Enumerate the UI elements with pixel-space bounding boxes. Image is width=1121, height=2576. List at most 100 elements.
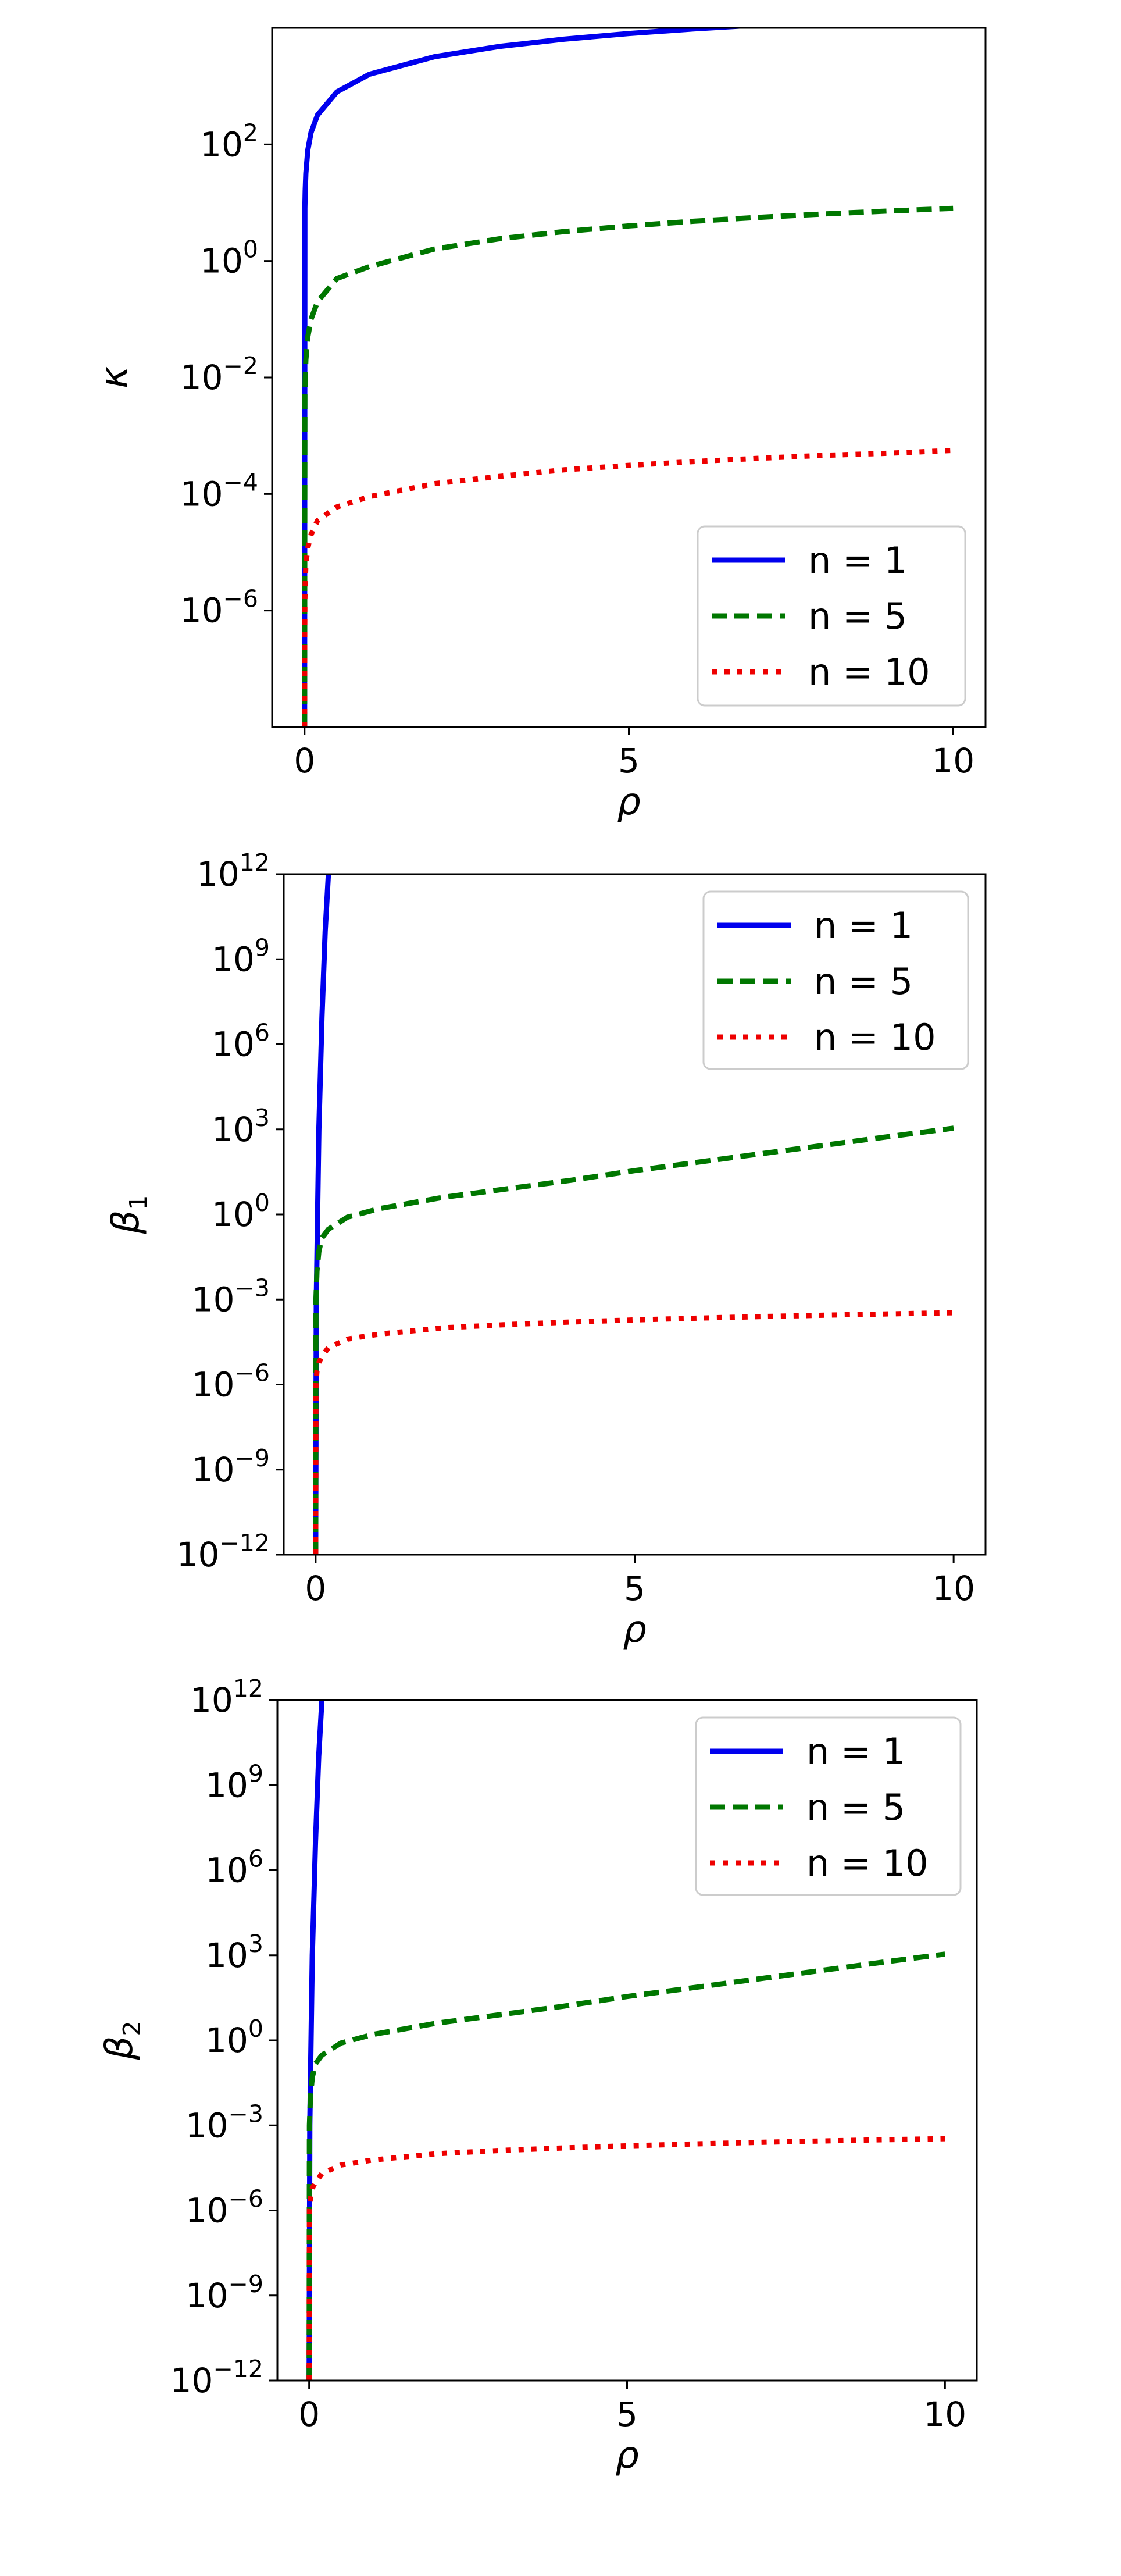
y-tick-exponent: 6 <box>255 1019 270 1047</box>
y-tick-exponent: −12 <box>219 1529 270 1557</box>
y-tick-base: 10 <box>212 939 255 979</box>
y-tick-label: 103 <box>205 1930 263 1975</box>
y-tick-exponent: 6 <box>248 1845 263 1873</box>
y-tick-exponent: −2 <box>223 352 258 380</box>
series-line-n-5 <box>313 1125 954 1555</box>
y-tick-base: 10 <box>192 1450 235 1490</box>
chart-panel-2: 0 5 1010−1210−910−610−31001031061091012ρβ1… <box>105 849 987 1651</box>
y-tick-label: 100 <box>212 1189 270 1234</box>
y-tick-label: 109 <box>212 934 270 979</box>
x-tick-label: 0 <box>298 2395 320 2434</box>
x-tick-label: 5 <box>618 741 640 781</box>
legend-entry-label: n = 1 <box>808 539 907 582</box>
series-line-n-5 <box>302 205 954 727</box>
y-tick-base: 10 <box>190 1680 233 1720</box>
y-tick-label: 10−12 <box>170 2355 263 2400</box>
y-tick-exponent: 9 <box>255 934 270 961</box>
x-tick-label: 0 <box>305 1569 326 1608</box>
y-tick-exponent: −6 <box>223 585 258 613</box>
y-tick-exponent: 0 <box>255 1189 270 1217</box>
legend-entry-label: n = 10 <box>814 1016 936 1059</box>
y-tick-base: 10 <box>185 2276 229 2315</box>
y-tick-base: 10 <box>212 1110 255 1149</box>
y-tick-base: 10 <box>170 2361 213 2400</box>
y-tick-exponent: 0 <box>248 2015 263 2043</box>
x-tick-label: 5 <box>616 2395 638 2434</box>
x-axis-label: ρ <box>615 2434 639 2477</box>
y-tick-label: 10−2 <box>180 352 258 397</box>
y-axis-label-subscript: 1 <box>124 1195 152 1210</box>
y-tick-base: 10 <box>177 1535 220 1574</box>
y-tick-exponent: 3 <box>255 1104 270 1132</box>
y-axis-label: κ <box>93 366 136 389</box>
x-tick-label: 5 <box>624 1569 645 1608</box>
series-line-n-10 <box>306 2136 945 2381</box>
y-tick-label: 10−9 <box>185 2270 263 2315</box>
y-tick-base: 10 <box>180 474 223 514</box>
y-tick-base: 10 <box>212 1025 255 1064</box>
y-tick-label: 10−9 <box>192 1444 270 1490</box>
y-tick-exponent: 9 <box>248 1759 263 1787</box>
x-tick-label: 10 <box>931 741 974 781</box>
y-tick-label: 103 <box>212 1104 270 1149</box>
y-tick-label: 106 <box>212 1019 270 1064</box>
y-tick-exponent: −3 <box>229 2100 263 2128</box>
legend-entry-label: n = 1 <box>814 904 913 947</box>
y-axis-label-symbol: β <box>105 1210 148 1235</box>
y-tick-base: 10 <box>197 854 240 894</box>
y-axis-label: β2 <box>98 2021 146 2061</box>
y-tick-label: 100 <box>205 2015 263 2060</box>
x-tick-label: 10 <box>923 2395 966 2434</box>
y-tick-label: 109 <box>205 1759 263 1805</box>
y-tick-label: 100 <box>200 236 258 281</box>
y-tick-exponent: 3 <box>248 1930 263 1958</box>
series-line-n-10 <box>302 447 954 727</box>
y-tick-label: 10−3 <box>185 2100 263 2145</box>
legend: n = 1 n = 5 n = 10 <box>695 1716 962 1896</box>
y-tick-label: 106 <box>205 1845 263 1890</box>
y-tick-exponent: 12 <box>240 849 270 877</box>
y-tick-base: 10 <box>205 2021 248 2060</box>
y-axis-label: β1 <box>105 1195 152 1235</box>
y-tick-base: 10 <box>205 1851 248 1890</box>
y-tick-base: 10 <box>185 2191 229 2231</box>
y-tick-exponent: −9 <box>235 1444 270 1472</box>
y-tick-base: 10 <box>200 124 243 164</box>
legend-entry-label: n = 10 <box>808 651 930 693</box>
y-tick-base: 10 <box>192 1280 235 1319</box>
y-tick-label: 10−12 <box>177 1529 270 1574</box>
legend-frame <box>695 1716 962 1896</box>
y-tick-label: 102 <box>200 119 258 164</box>
y-tick-base: 10 <box>185 2105 229 2145</box>
y-axis-label-symbol: β <box>98 2036 141 2061</box>
x-axis-label: ρ <box>617 781 641 824</box>
x-axis-label: ρ <box>623 1608 647 1651</box>
chart-panel-3: 0 5 1010−1210−910−610−31001031061091012ρβ2… <box>98 1674 978 2477</box>
y-tick-base: 10 <box>200 241 243 281</box>
y-tick-exponent: −9 <box>229 2270 263 2298</box>
legend: n = 1 n = 5 n = 10 <box>697 525 966 707</box>
y-tick-label: 10−4 <box>180 468 258 514</box>
y-tick-base: 10 <box>212 1195 255 1234</box>
legend-entry-label: n = 5 <box>808 595 907 637</box>
y-tick-exponent: −4 <box>223 468 258 496</box>
y-tick-base: 10 <box>180 358 223 397</box>
series-line-n-10 <box>313 1310 954 1555</box>
legend-frame <box>702 890 969 1070</box>
y-tick-exponent: −6 <box>229 2185 263 2213</box>
legend-entry-label: n = 5 <box>806 1786 905 1829</box>
y-axis-label-subscript: 2 <box>118 2021 146 2036</box>
y-tick-exponent: 2 <box>243 119 258 147</box>
legend: n = 1 n = 5 n = 10 <box>702 890 969 1070</box>
y-tick-base: 10 <box>205 1936 248 1975</box>
legend-entry-label: n = 10 <box>806 1842 929 1884</box>
y-tick-exponent: −3 <box>235 1274 270 1302</box>
x-tick-label: 10 <box>932 1569 975 1608</box>
y-tick-label: 10−3 <box>192 1274 270 1319</box>
y-tick-label: 10−6 <box>180 585 258 630</box>
y-tick-base: 10 <box>180 591 223 630</box>
y-tick-base: 10 <box>192 1365 235 1405</box>
y-tick-label: 10−6 <box>185 2185 263 2231</box>
